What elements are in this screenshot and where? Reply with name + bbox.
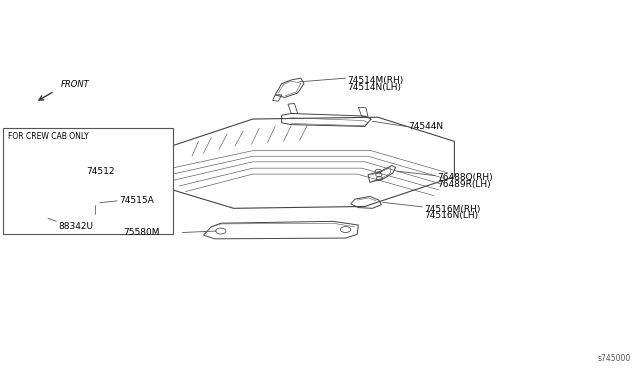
Bar bbox=[3, 128, 173, 234]
Text: 74515A: 74515A bbox=[119, 196, 154, 205]
Text: 74512: 74512 bbox=[86, 167, 115, 176]
Text: s745000: s745000 bbox=[597, 354, 630, 363]
Text: 74516M(RH): 74516M(RH) bbox=[424, 205, 481, 214]
Text: 74544N: 74544N bbox=[408, 122, 444, 131]
Text: 76489R(LH): 76489R(LH) bbox=[437, 180, 491, 189]
Text: 88342U: 88342U bbox=[58, 222, 93, 231]
Text: 74516N(LH): 74516N(LH) bbox=[424, 211, 479, 220]
Text: 76488Q(RH): 76488Q(RH) bbox=[437, 173, 493, 182]
Text: 74514M(RH): 74514M(RH) bbox=[348, 76, 404, 85]
Text: 75580M: 75580M bbox=[124, 228, 160, 237]
Text: 74514N(LH): 74514N(LH) bbox=[348, 83, 401, 92]
Text: FRONT: FRONT bbox=[61, 80, 90, 89]
Text: FOR CREW CAB ONLY: FOR CREW CAB ONLY bbox=[8, 132, 88, 141]
